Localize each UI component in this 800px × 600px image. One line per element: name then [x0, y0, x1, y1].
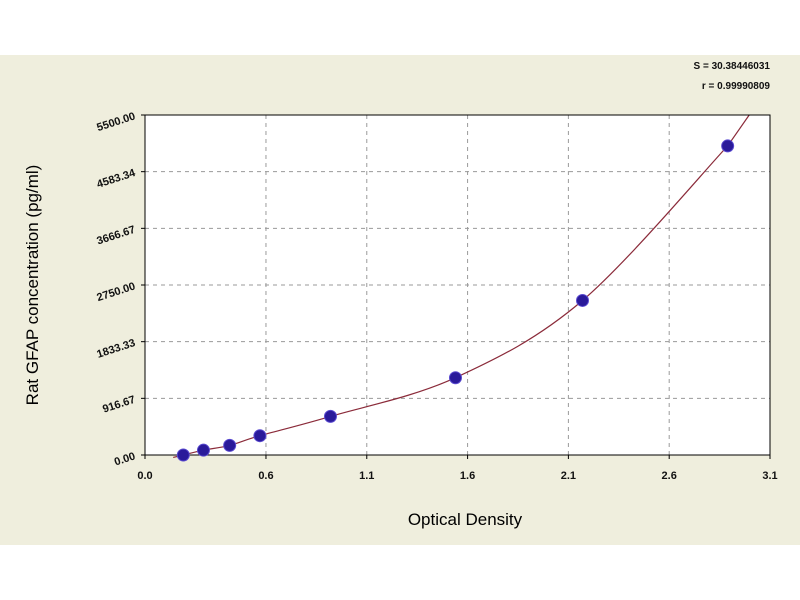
x-tick-label: 3.1 — [762, 470, 777, 482]
data-point — [448, 371, 462, 385]
x-tick-label: 2.1 — [561, 470, 576, 482]
x-tick-label: 1.1 — [359, 470, 374, 482]
y-axis-title: Rat GFAP concentration (pg/ml) — [23, 165, 42, 406]
data-points — [176, 139, 735, 462]
data-point — [253, 429, 267, 443]
x-tick-label: 0.6 — [258, 470, 273, 482]
fit-curve — [173, 114, 750, 458]
data-point — [323, 409, 337, 423]
data-point — [721, 139, 735, 153]
x-axis-title: Optical Density — [408, 510, 523, 529]
x-tick-label: 0.0 — [137, 470, 152, 482]
x-axis-ticks: 0.0 0.6 1.1 1.6 2.1 2.6 3.1 — [137, 455, 778, 482]
fit-r-statistic: r = 0.99990809 — [702, 81, 771, 92]
data-point — [196, 443, 210, 457]
grid-lines — [145, 115, 770, 455]
fit-s-statistic: S = 30.38446031 — [694, 61, 771, 72]
data-point — [576, 293, 589, 307]
x-tick-label: 1.6 — [460, 470, 475, 482]
x-tick-label: 2.6 — [662, 470, 677, 482]
data-point — [176, 448, 190, 462]
data-point — [223, 438, 237, 452]
